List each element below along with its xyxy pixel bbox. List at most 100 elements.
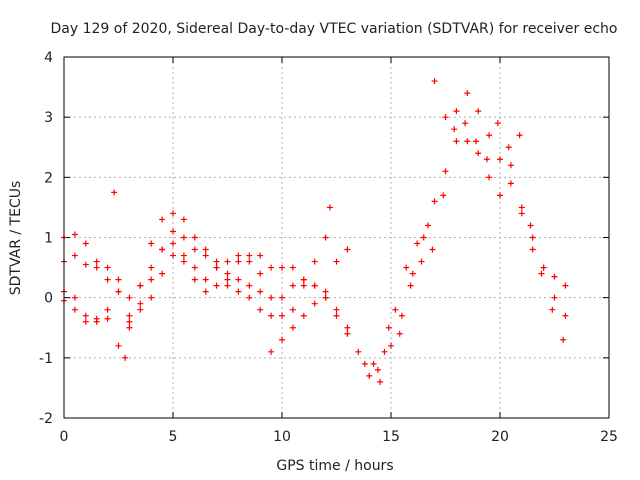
data-point [191, 264, 198, 271]
data-point [235, 288, 242, 295]
data-point [497, 156, 503, 163]
data-point [246, 258, 253, 265]
data-point [71, 231, 78, 238]
data-point [170, 252, 176, 259]
data-point [462, 120, 469, 127]
data-point [93, 258, 100, 265]
data-point [429, 246, 436, 253]
data-point [191, 246, 198, 253]
x-tick-label: 15 [382, 429, 400, 445]
data-point [300, 312, 307, 319]
data-point [268, 264, 275, 271]
data-point [507, 162, 514, 169]
data-point [159, 270, 166, 277]
data-point [507, 180, 514, 187]
data-point [279, 336, 285, 343]
data-point [473, 138, 480, 145]
data-point [159, 246, 166, 253]
series-track-1 [61, 204, 333, 319]
data-point [170, 210, 176, 217]
data-point [180, 252, 187, 259]
x-axis-label: GPS time / hours [276, 458, 393, 474]
series-track-7 [374, 120, 567, 373]
y-tick-label: 4 [44, 50, 53, 66]
data-point [104, 276, 111, 283]
data-point [268, 348, 275, 355]
data-point [257, 252, 264, 259]
data-point [104, 315, 111, 322]
x-tick-label: 5 [169, 429, 178, 445]
data-point [370, 360, 377, 367]
data-point [191, 276, 198, 283]
y-tick-label: -2 [39, 411, 53, 427]
data-point [82, 240, 89, 247]
x-tick-label: 0 [60, 429, 69, 445]
data-point [246, 282, 253, 289]
y-tick-label: 1 [44, 231, 53, 247]
data-point [268, 294, 275, 301]
data-point [235, 252, 242, 259]
data-point [268, 312, 275, 319]
data-point [344, 246, 351, 253]
data-point [93, 315, 100, 322]
y-tick-label: -1 [39, 351, 53, 367]
data-point [333, 306, 340, 313]
data-point [148, 294, 155, 301]
data-point [475, 150, 482, 157]
data-point [300, 276, 307, 283]
data-point [257, 288, 264, 295]
data-point [420, 234, 427, 241]
data-point [549, 306, 556, 313]
data-points [61, 78, 569, 385]
data-point [361, 360, 368, 367]
data-point [71, 294, 78, 301]
data-point [333, 258, 340, 265]
series-track-6 [370, 78, 569, 367]
data-point [111, 189, 118, 196]
data-point [505, 144, 512, 151]
data-point [246, 252, 253, 259]
data-point [137, 282, 144, 289]
data-point [202, 276, 209, 283]
data-point [82, 261, 89, 268]
data-point [529, 246, 536, 253]
data-point [71, 252, 78, 259]
axis-ticks: 0 5 10 15 20 25 -2 -1 0 1 2 3 4 [39, 50, 618, 445]
data-point [170, 240, 176, 247]
data-point [71, 306, 78, 313]
data-point [115, 342, 122, 349]
data-point [137, 306, 144, 313]
data-point [486, 132, 493, 139]
data-point [562, 312, 569, 319]
data-point [202, 252, 209, 259]
data-point [560, 336, 567, 343]
data-point [213, 282, 220, 289]
data-point [527, 222, 534, 229]
data-point [104, 264, 111, 271]
data-point [311, 300, 318, 307]
data-point [518, 204, 525, 211]
data-point [257, 306, 264, 313]
plot-frame [63, 56, 610, 419]
data-point [224, 276, 231, 283]
data-point [137, 300, 144, 307]
data-point [224, 282, 231, 289]
data-point [126, 312, 133, 319]
data-point [398, 312, 405, 319]
data-point [451, 126, 458, 133]
data-point [126, 318, 133, 325]
data-point [279, 312, 285, 319]
data-point [483, 156, 490, 163]
data-point [475, 108, 482, 115]
data-point [289, 264, 296, 271]
data-point [431, 78, 438, 85]
data-point [224, 258, 231, 265]
data-point [289, 282, 296, 289]
data-point [159, 216, 166, 223]
data-point [148, 276, 155, 283]
data-point [486, 174, 493, 181]
data-point [374, 366, 381, 373]
data-point [170, 228, 176, 235]
data-point [366, 372, 373, 379]
